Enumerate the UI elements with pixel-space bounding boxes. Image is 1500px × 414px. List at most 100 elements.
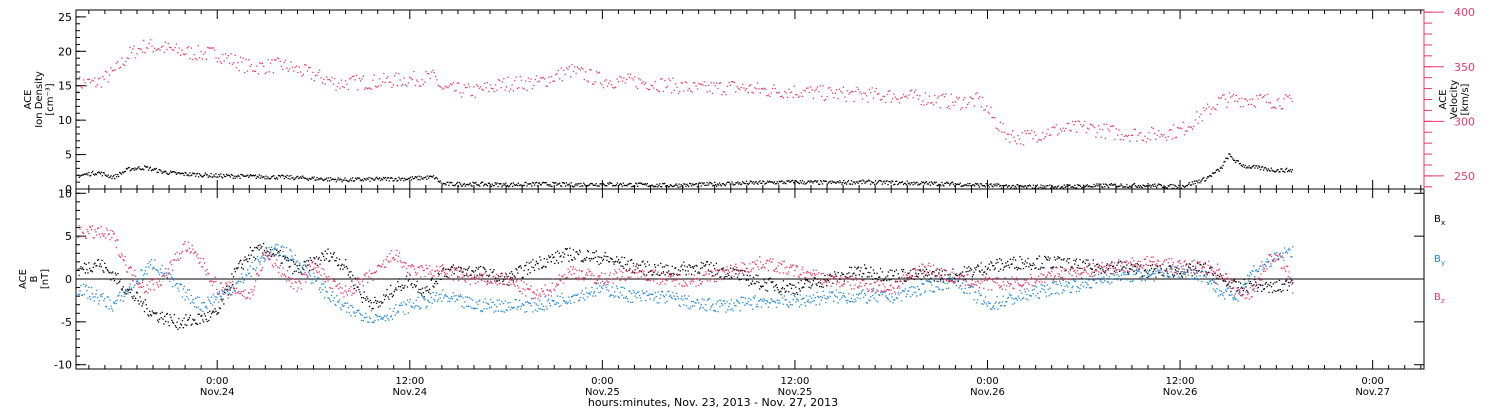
velocity-point	[1279, 105, 1280, 106]
b-by-point	[294, 264, 295, 265]
velocity-point	[1208, 106, 1209, 107]
b-by-point	[268, 247, 269, 248]
b-by-point	[710, 309, 711, 310]
velocity-point	[432, 70, 433, 71]
density-point	[148, 170, 149, 171]
velocity-point	[484, 83, 485, 84]
b-by-point	[235, 291, 236, 292]
b-bx-point	[141, 305, 142, 306]
velocity-point	[731, 81, 732, 82]
b-by-point	[814, 300, 815, 301]
velocity-point	[791, 91, 792, 92]
b-by-point	[601, 286, 602, 287]
velocity-point	[434, 72, 435, 73]
b-bx-point	[991, 262, 992, 263]
density-point	[1149, 184, 1150, 185]
b-bx-point	[755, 283, 756, 284]
b-bx-point	[484, 268, 485, 269]
density-point	[974, 185, 975, 186]
b-bx-point	[876, 278, 877, 279]
velocity-point	[376, 87, 377, 88]
velocity-point	[1011, 134, 1012, 135]
b-bx-point	[398, 286, 399, 287]
b-bx-point	[525, 265, 526, 266]
velocity-point	[357, 89, 358, 90]
b-bx-point	[835, 274, 836, 275]
b-bx-point	[1079, 259, 1080, 260]
density-point	[1231, 156, 1232, 157]
b-by-point	[170, 274, 171, 275]
density-point	[194, 173, 195, 174]
b-by-point	[745, 298, 746, 299]
density-point	[596, 183, 597, 184]
velocity-point	[862, 98, 863, 99]
b-bx-point	[896, 269, 897, 270]
b-bx-point	[950, 274, 951, 275]
b-bx-point	[139, 303, 140, 304]
velocity-point	[754, 87, 755, 88]
density-point	[817, 180, 818, 181]
b-bx-point	[1074, 263, 1075, 264]
velocity-point	[265, 73, 266, 74]
b-by-point	[293, 259, 294, 260]
density-point	[1205, 180, 1206, 181]
b-by-point	[838, 302, 839, 303]
density-point	[1050, 188, 1051, 189]
b-by-point	[607, 284, 608, 285]
velocity-point	[867, 102, 868, 103]
b-by-point	[190, 303, 191, 304]
velocity-point	[554, 81, 555, 82]
b-bx-point	[817, 279, 818, 280]
b-by-point	[823, 295, 824, 296]
b-by-point	[620, 292, 621, 293]
b-by-point	[864, 293, 865, 294]
b-by-point	[909, 287, 910, 288]
b-bx-point	[514, 275, 515, 276]
density-point	[1192, 181, 1193, 182]
velocity-point	[233, 62, 234, 63]
velocity-point	[1079, 121, 1080, 122]
density-point	[616, 184, 617, 185]
b-by-point	[991, 309, 992, 310]
density-point	[283, 175, 284, 176]
b-bx-point	[1240, 283, 1241, 284]
b-by-point	[689, 308, 690, 309]
velocity-point	[933, 104, 934, 105]
b-by-point	[161, 272, 162, 273]
b-by-point	[652, 294, 653, 295]
b-bx-point	[569, 248, 570, 249]
b-by-point	[508, 306, 509, 307]
velocity-point	[899, 102, 900, 103]
velocity-point	[637, 88, 638, 89]
density-point	[877, 182, 878, 183]
velocity-point	[644, 84, 645, 85]
b-by-point	[127, 291, 128, 292]
b-bx-point	[319, 257, 320, 258]
b-bx-point	[730, 268, 731, 269]
b-by-point	[540, 308, 541, 309]
b-bx-point	[104, 263, 105, 264]
b-bx-point	[823, 287, 824, 288]
b-by-point	[455, 301, 456, 302]
b-bx-point	[434, 283, 435, 284]
density-point	[992, 186, 993, 187]
velocity-point	[322, 82, 323, 83]
b-bx-point	[373, 302, 374, 303]
b-bx-point	[1076, 259, 1077, 260]
b-bx-point	[358, 289, 359, 290]
b-by-point	[816, 304, 817, 305]
b-bx-point	[1049, 258, 1050, 259]
b-bx-point	[705, 264, 706, 265]
b-bx-point	[164, 316, 165, 317]
b-by-point	[210, 303, 211, 304]
velocity-point	[177, 52, 178, 53]
density-point	[197, 173, 198, 174]
b-bx-point	[192, 324, 193, 325]
b-by-point	[412, 306, 413, 307]
density-point	[1095, 185, 1096, 186]
b-bx-point	[332, 256, 333, 257]
velocity-point	[1176, 137, 1177, 138]
velocity-point	[90, 82, 91, 83]
velocity-point	[162, 46, 163, 47]
b-by-point	[553, 300, 554, 301]
